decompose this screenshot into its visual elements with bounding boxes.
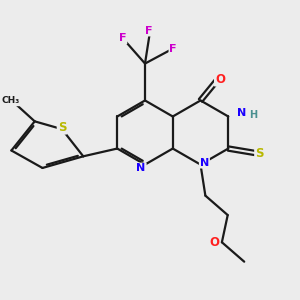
Text: N: N [136, 164, 146, 173]
Text: S: S [255, 147, 264, 160]
Text: O: O [209, 236, 219, 249]
Text: O: O [215, 73, 225, 85]
Text: N: N [237, 108, 247, 118]
Text: H: H [250, 110, 258, 120]
Text: F: F [169, 44, 177, 54]
Text: N: N [200, 158, 209, 168]
Text: S: S [58, 121, 66, 134]
Text: F: F [145, 26, 153, 35]
Text: F: F [119, 33, 126, 43]
Text: CH₃: CH₃ [1, 97, 20, 106]
